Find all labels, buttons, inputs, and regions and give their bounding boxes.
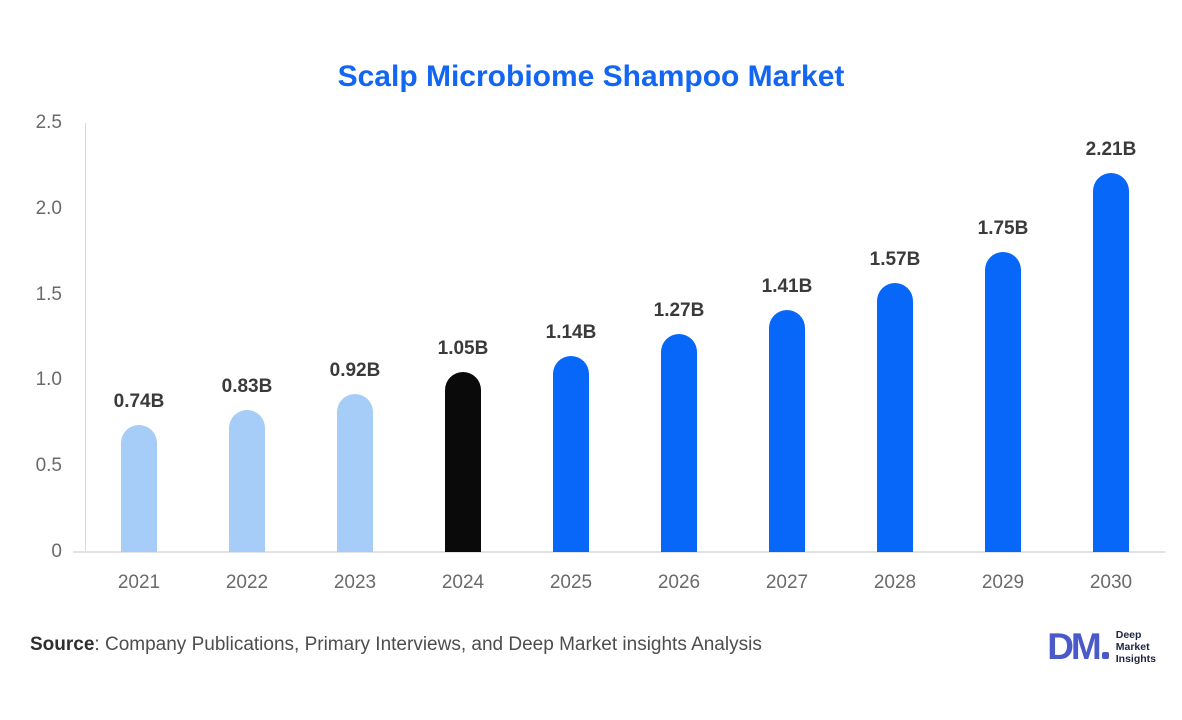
value-label: 1.27B	[653, 300, 705, 322]
x-axis-line	[73, 551, 1165, 553]
plot-area: 0 0.5 1.0 1.5 2.0 2.5 0.74B 2021 0.83B 2022 0.92B…	[36, 113, 1165, 593]
bar-2027	[769, 310, 805, 552]
y-tick-label: 1.0	[35, 369, 62, 391]
bar-2023	[337, 394, 373, 552]
logo-wordmark-line: Insights	[1115, 652, 1156, 665]
y-tick-label: 0.5	[35, 455, 62, 477]
value-label: 1.57B	[869, 248, 921, 270]
x-tick-label: 2030	[1089, 572, 1133, 593]
bar-2029	[985, 251, 1021, 552]
x-tick-label: 2021	[117, 572, 161, 593]
bar-2030	[1093, 172, 1129, 552]
bar-slot: 1.41B 2027	[733, 123, 841, 593]
bar-slot: 1.05B 2024	[409, 123, 517, 593]
source-label: Source	[30, 634, 95, 655]
x-tick-label: 2026	[657, 572, 701, 593]
value-label: 0.74B	[113, 391, 165, 413]
y-axis-line	[85, 123, 86, 552]
x-tick-label: 2027	[765, 572, 809, 593]
value-label: 1.41B	[761, 276, 813, 298]
x-tick-label: 2028	[873, 572, 917, 593]
value-label: 2.21B	[1085, 138, 1137, 160]
bar-2021	[121, 425, 157, 552]
x-tick-label: 2025	[549, 572, 593, 593]
value-label: 1.14B	[545, 322, 597, 344]
x-tick-label: 2023	[333, 572, 377, 593]
x-tick-label: 2024	[441, 572, 485, 593]
bar-slot: 0.74B 2021	[85, 123, 193, 593]
bar-slot: 1.14B 2025	[517, 123, 625, 593]
bar-2028	[877, 282, 913, 552]
bar-slot: 1.57B 2028	[841, 123, 949, 593]
logo-wordmark: Deep Market Insights	[1116, 629, 1156, 665]
dm-monogram-logo: DM	[1047, 628, 1109, 665]
bar-2024	[445, 371, 481, 552]
bar-2025	[553, 356, 589, 552]
y-tick-label: 2.0	[35, 197, 62, 219]
value-label: 0.92B	[329, 360, 381, 382]
x-tick-label: 2022	[225, 572, 269, 593]
logo-wordmark-line: Market	[1115, 640, 1150, 653]
logo-dot-icon	[1101, 652, 1109, 659]
chart-title: Scalp Microbiome Shampoo Market	[337, 60, 845, 93]
brand-logo: DM Deep Market Insights	[1047, 628, 1156, 665]
bar-slot: 1.27B 2026	[625, 123, 733, 593]
value-label: 1.75B	[977, 217, 1029, 239]
footer: Source: Company Publications, Primary In…	[30, 628, 1156, 665]
dm-monogram-text: DM	[1047, 626, 1102, 667]
bar-2026	[661, 334, 697, 552]
bar-slot: 1.75B 2029	[949, 123, 1057, 593]
bar-2022	[229, 409, 265, 552]
x-tick-label: 2029	[981, 572, 1025, 593]
source-note: Source: Company Publications, Primary In…	[30, 628, 762, 656]
bar-slot: 0.92B 2023	[301, 123, 409, 593]
value-label: 0.83B	[221, 375, 273, 397]
bar-slot: 2.21B 2030	[1057, 123, 1165, 593]
bar-slot: 0.83B 2022	[193, 123, 301, 593]
logo-wordmark-line: Deep	[1115, 628, 1142, 641]
y-tick-label: 0	[51, 541, 62, 562]
y-tick-label: 1.5	[35, 283, 62, 305]
value-label: 1.05B	[437, 337, 489, 359]
y-tick-label: 2.5	[35, 112, 62, 133]
source-text: : Company Publications, Primary Intervie…	[94, 634, 762, 655]
